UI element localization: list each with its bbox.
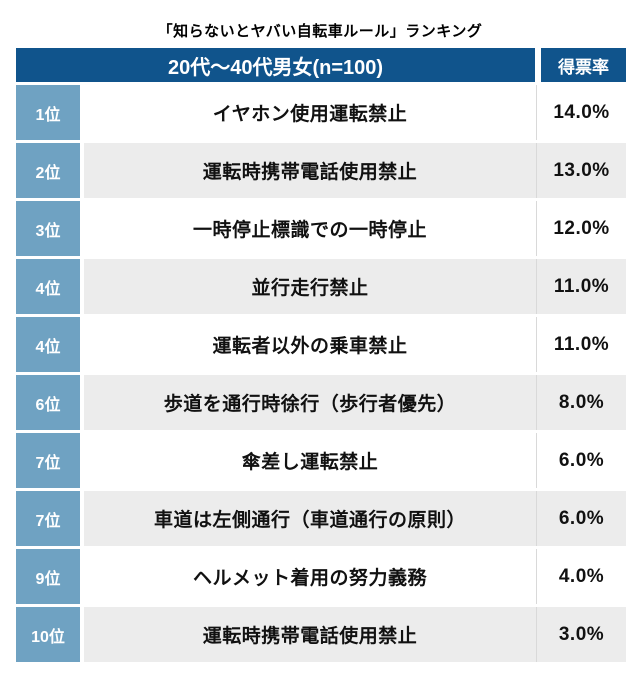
rank-column-gap <box>80 143 84 198</box>
rank-column-gap <box>80 433 84 488</box>
header-vote-rate-cell: 得票率 <box>541 48 626 82</box>
table-row: 6位 歩道を通行時徐行（歩行者優先） 8.0% <box>16 375 626 430</box>
row-body-cells: 並行走行禁止 11.0% <box>84 259 626 314</box>
table-row: 10位 運転時携帯電話使用禁止 3.0% <box>16 607 626 662</box>
row-body-cells: ヘルメット着用の努力義務 4.0% <box>84 549 626 604</box>
rule-label-cell: 傘差し運転禁止 <box>84 433 537 488</box>
header-column-gap <box>535 48 541 82</box>
table-row: 7位 車道は左側通行（車道通行の原則） 6.0% <box>16 491 626 546</box>
rank-cell: 4位 <box>16 259 80 314</box>
rank-column-gap <box>80 259 84 314</box>
rank-cell: 10位 <box>16 607 80 662</box>
table-row: 7位 傘差し運転禁止 6.0% <box>16 433 626 488</box>
row-body-cells: 傘差し運転禁止 6.0% <box>84 433 626 488</box>
table-row: 4位 運転者以外の乗車禁止 11.0% <box>16 317 626 372</box>
row-body-cells: 車道は左側通行（車道通行の原則） 6.0% <box>84 491 626 546</box>
row-body-cells: イヤホン使用運転禁止 14.0% <box>84 85 626 140</box>
rule-label-cell: 一時停止標識での一時停止 <box>84 201 537 256</box>
table-row: 2位 運転時携帯電話使用禁止 13.0% <box>16 143 626 198</box>
rank-cell: 6位 <box>16 375 80 430</box>
rank-cell: 4位 <box>16 317 80 372</box>
vote-rate-cell: 11.0% <box>553 275 610 297</box>
rank-column-gap <box>80 549 84 604</box>
vote-rate-cell: 4.0% <box>558 565 605 587</box>
table-row: 3位 一時停止標識での一時停止 12.0% <box>16 201 626 256</box>
table-row: 4位 並行走行禁止 11.0% <box>16 259 626 314</box>
rank-column-gap <box>80 607 84 662</box>
row-body-cells: 歩道を通行時徐行（歩行者優先） 8.0% <box>84 375 626 430</box>
rule-label-cell: 歩道を通行時徐行（歩行者優先） <box>84 375 537 430</box>
header-group-cell: 20代〜40代男女(n=100) <box>16 48 535 82</box>
vote-rate-cell: 6.0% <box>558 507 605 529</box>
rule-label-cell: 運転時携帯電話使用禁止 <box>84 143 537 198</box>
rank-column-gap <box>80 491 84 546</box>
rank-column-gap <box>80 85 84 140</box>
rank-column-gap <box>80 375 84 430</box>
vote-rate-cell: 12.0% <box>553 217 610 239</box>
rank-cell: 7位 <box>16 433 80 488</box>
ranking-table: 20代〜40代男女(n=100) 得票率 1位 イヤホン使用運転禁止 14.0%… <box>16 48 626 665</box>
rank-column-gap <box>80 201 84 256</box>
vote-rate-cell: 6.0% <box>558 449 605 471</box>
rank-column-gap <box>80 317 84 372</box>
rule-label-cell: 運転者以外の乗車禁止 <box>84 317 537 372</box>
rule-label-cell: イヤホン使用運転禁止 <box>84 85 537 140</box>
rule-label-cell: 車道は左側通行（車道通行の原則） <box>84 491 537 546</box>
table-header-row: 20代〜40代男女(n=100) 得票率 <box>16 48 626 82</box>
rank-cell: 2位 <box>16 143 80 198</box>
rank-cell: 3位 <box>16 201 80 256</box>
vote-rate-cell: 11.0% <box>553 333 610 355</box>
table-row: 1位 イヤホン使用運転禁止 14.0% <box>16 85 626 140</box>
rank-cell: 9位 <box>16 549 80 604</box>
row-body-cells: 運転時携帯電話使用禁止 3.0% <box>84 607 626 662</box>
row-body-cells: 一時停止標識での一時停止 12.0% <box>84 201 626 256</box>
row-body-cells: 運転時携帯電話使用禁止 13.0% <box>84 143 626 198</box>
row-body-cells: 運転者以外の乗車禁止 11.0% <box>84 317 626 372</box>
rule-label-cell: 並行走行禁止 <box>84 259 537 314</box>
rank-cell: 7位 <box>16 491 80 546</box>
rule-label-cell: 運転時携帯電話使用禁止 <box>84 607 537 662</box>
rule-label-cell: ヘルメット着用の努力義務 <box>84 549 537 604</box>
vote-rate-cell: 3.0% <box>558 623 605 645</box>
vote-rate-cell: 13.0% <box>553 159 610 181</box>
table-row: 9位 ヘルメット着用の努力義務 4.0% <box>16 549 626 604</box>
rank-cell: 1位 <box>16 85 80 140</box>
page-title: 「知らないとヤバい自転車ルール」ランキング <box>157 23 483 40</box>
table-body: 1位 イヤホン使用運転禁止 14.0% 2位 運転時携帯電話使用禁止 13.0%… <box>16 85 626 662</box>
vote-rate-cell: 8.0% <box>558 391 605 413</box>
vote-rate-cell: 14.0% <box>553 101 610 123</box>
